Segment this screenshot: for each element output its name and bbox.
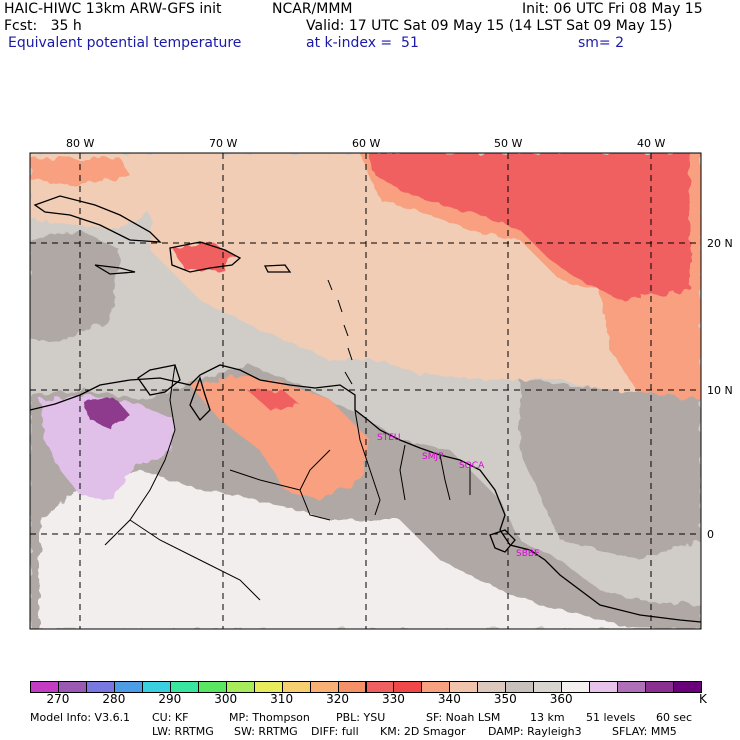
init-time: Init: 06 UTC Fri 08 May 15 <box>522 1 703 17</box>
station-sbbe: SBBE <box>516 549 540 559</box>
lesser-antilles <box>327 279 353 385</box>
colorbar-tick-label: 360 <box>549 692 573 706</box>
producer-label: NCAR/MMM <box>272 1 353 17</box>
colorbar-tick-label: 270 <box>46 692 70 706</box>
graticule <box>30 153 701 629</box>
footer-pbl: PBL: YSU <box>336 711 386 724</box>
footer-sf: SF: Noah LSM <box>426 711 501 724</box>
lat-label-0: 0 <box>707 528 714 541</box>
footer-lw: LW: RRTMG <box>152 725 214 738</box>
station-smjp: SMJP <box>422 452 444 462</box>
lon-label-40w: 40 W <box>637 137 665 150</box>
colorbar-swatch <box>617 681 647 693</box>
lon-label-60w: 60 W <box>352 137 380 150</box>
footer-sflay: SFLAY: MM5 <box>612 725 677 738</box>
footer-damp: DAMP: Rayleigh3 <box>488 725 582 738</box>
model-title: HAIC-HIWC 13km ARW-GFS init <box>4 1 222 17</box>
lon-label-80w: 80 W <box>66 137 94 150</box>
footer-levels: 51 levels <box>586 711 636 724</box>
smoothing-label: sm= 2 <box>578 35 625 51</box>
colorbar-tick-label: 330 <box>382 692 405 706</box>
footer-diff: DIFF: full <box>311 725 359 738</box>
station-steu: STEU <box>377 433 400 443</box>
lat-label-10n: 10 N <box>707 384 733 397</box>
footer-timestep: 60 sec <box>656 711 693 724</box>
footer-cu: CU: KF <box>152 711 189 724</box>
footer-resolution: 13 km <box>530 711 565 724</box>
colorbar-tick-label: 340 <box>437 692 461 706</box>
colorbar-swatch <box>673 681 702 693</box>
colorbar-unit: K <box>699 692 707 706</box>
colorbar-swatch <box>645 681 675 693</box>
footer-mp: MP: Thompson <box>229 711 310 724</box>
level-label: at k-index = 51 <box>306 35 419 51</box>
colorbar-swatch <box>589 681 619 693</box>
theta-e-map: 80 W 70 W 60 W 50 W 40 W 20 N 10 N 0 STE… <box>29 137 733 630</box>
colorbar-tick-label: 300 <box>214 692 238 706</box>
lat-label-20n: 20 N <box>707 237 733 250</box>
footer-model-info: Model Info: V3.6.1 <box>30 711 131 724</box>
footer-km: KM: 2D Smagor <box>380 725 466 738</box>
forecast-hour: Fcst: 35 h <box>4 18 82 34</box>
colorbar-tick-label: 350 <box>493 692 517 706</box>
lon-label-70w: 70 W <box>209 137 237 150</box>
colorbar-tick-label: 290 <box>158 692 182 706</box>
colorbar-tick-label: 320 <box>326 692 349 706</box>
colorbar-tick-label: 280 <box>102 692 126 706</box>
field-name: Equivalent potential temperature <box>8 35 242 51</box>
country-borders <box>104 364 471 601</box>
station-soca: SOCA <box>459 461 485 471</box>
colorbar-tick-label: 310 <box>270 692 294 706</box>
footer-sw: SW: RRTMG <box>234 725 298 738</box>
valid-time: Valid: 17 UTC Sat 09 May 15 (14 LST Sat … <box>306 18 673 34</box>
lon-label-50w: 50 W <box>494 137 522 150</box>
coastlines <box>30 195 701 623</box>
map-frame <box>29 152 702 630</box>
